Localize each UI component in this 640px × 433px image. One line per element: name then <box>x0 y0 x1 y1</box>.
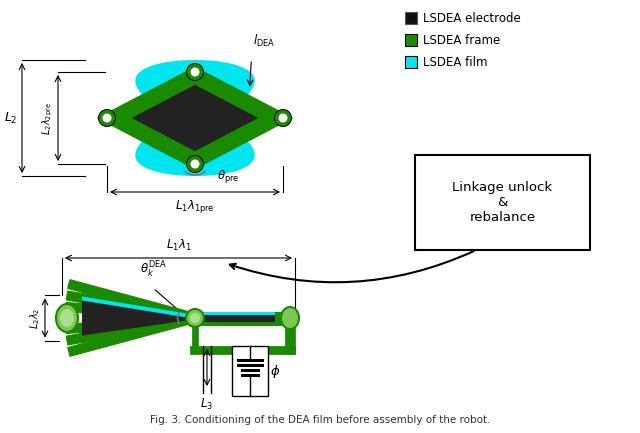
Circle shape <box>99 110 115 126</box>
Bar <box>405 56 417 68</box>
Ellipse shape <box>60 309 74 327</box>
Circle shape <box>186 309 204 327</box>
Text: $l_{\mathrm{DEA}}$: $l_{\mathrm{DEA}}$ <box>253 33 276 49</box>
Bar <box>415 155 590 250</box>
Text: $L_2\lambda_2$: $L_2\lambda_2$ <box>28 307 42 329</box>
Text: $L_3$: $L_3$ <box>200 397 214 412</box>
Bar <box>190 346 295 354</box>
Text: $\theta_k^{\mathrm{DEA}}$: $\theta_k^{\mathrm{DEA}}$ <box>140 260 167 280</box>
Polygon shape <box>195 313 290 323</box>
Text: $L_2\lambda_{2\mathrm{pre}}$: $L_2\lambda_{2\mathrm{pre}}$ <box>40 101 55 135</box>
Text: Fig. 3. Conditioning of the DEA film before assembly of the robot.: Fig. 3. Conditioning of the DEA film bef… <box>150 415 490 425</box>
Circle shape <box>191 159 200 168</box>
Circle shape <box>190 313 200 323</box>
Bar <box>405 12 417 24</box>
Text: $L_1\lambda_{1\mathrm{pre}}$: $L_1\lambda_{1\mathrm{pre}}$ <box>175 198 215 215</box>
Polygon shape <box>132 85 259 151</box>
Polygon shape <box>135 60 255 176</box>
Polygon shape <box>195 312 275 315</box>
Text: LSDEA electrode: LSDEA electrode <box>423 12 521 25</box>
Polygon shape <box>68 280 196 322</box>
Bar <box>232 346 268 396</box>
Polygon shape <box>65 313 195 333</box>
Polygon shape <box>66 313 196 345</box>
Ellipse shape <box>56 304 78 332</box>
Polygon shape <box>195 316 290 324</box>
Polygon shape <box>107 72 283 164</box>
Polygon shape <box>68 313 196 356</box>
Polygon shape <box>195 314 275 322</box>
Text: $L_2$: $L_2$ <box>4 110 18 126</box>
Circle shape <box>186 64 204 81</box>
Circle shape <box>186 155 204 172</box>
Circle shape <box>278 113 287 123</box>
Bar <box>285 313 295 354</box>
Circle shape <box>275 110 291 126</box>
Text: $L_1\lambda_1$: $L_1\lambda_1$ <box>166 238 191 253</box>
Polygon shape <box>65 302 195 323</box>
Polygon shape <box>195 311 290 320</box>
Text: LSDEA frame: LSDEA frame <box>423 33 500 46</box>
Bar <box>192 316 198 346</box>
Polygon shape <box>82 301 190 336</box>
Polygon shape <box>82 297 190 318</box>
Text: LSDEA film: LSDEA film <box>423 55 488 68</box>
Polygon shape <box>66 291 196 323</box>
Text: $\theta_{\mathrm{pre}}$: $\theta_{\mathrm{pre}}$ <box>217 168 239 185</box>
Text: $\phi$: $\phi$ <box>270 362 280 379</box>
Bar <box>405 34 417 46</box>
Circle shape <box>191 68 200 77</box>
Text: Linkage unlock
&
rebalance: Linkage unlock & rebalance <box>452 181 552 224</box>
Circle shape <box>102 113 111 123</box>
Ellipse shape <box>281 307 299 329</box>
